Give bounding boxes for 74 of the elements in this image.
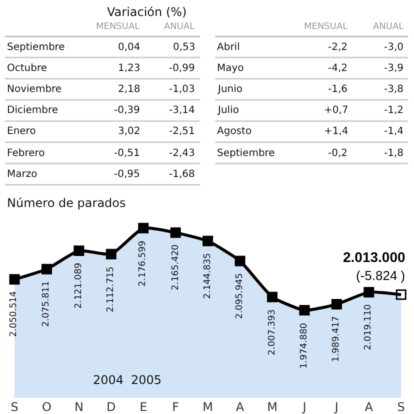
data-label: 2.050.514 bbox=[9, 290, 20, 337]
text: -3,8 bbox=[384, 84, 404, 95]
category-label: Julio bbox=[218, 105, 239, 116]
category-label: Mayo bbox=[217, 63, 244, 74]
x-tick-label: D bbox=[106, 400, 116, 414]
category-label: MENSUAL bbox=[304, 22, 348, 32]
x-tick-label: N bbox=[74, 400, 84, 414]
text: -2,2 bbox=[328, 42, 348, 53]
category-label: Septiembre bbox=[217, 148, 275, 159]
category-label: Septiembre bbox=[7, 42, 65, 53]
x-tick-label: M bbox=[267, 400, 278, 414]
category-label: Diciembre bbox=[7, 105, 58, 116]
text: -0,99 bbox=[169, 63, 195, 74]
text: -2,43 bbox=[169, 148, 195, 159]
text: -2,51 bbox=[169, 126, 195, 137]
text: -1,68 bbox=[169, 169, 195, 180]
x-tick-label: E bbox=[140, 400, 148, 414]
category-label: Enero bbox=[7, 126, 36, 137]
data-label: 2.095.945 bbox=[235, 273, 246, 319]
annotation: (-5.824 ) bbox=[356, 268, 406, 283]
x-tick-label: F bbox=[172, 400, 180, 414]
text: -0,95 bbox=[114, 169, 140, 180]
text: -1,8 bbox=[384, 148, 404, 159]
data-label: 2.144.835 bbox=[202, 253, 213, 299]
category-label: Octubre bbox=[7, 63, 48, 74]
text: -1,2 bbox=[384, 105, 404, 116]
text: -0,51 bbox=[114, 148, 140, 159]
category-label: MENSUAL bbox=[96, 22, 140, 32]
data-label: 1.989.417 bbox=[331, 316, 342, 362]
text: +0,7 bbox=[324, 105, 348, 116]
chart-title: Número de parados bbox=[7, 196, 126, 210]
text: 0,53 bbox=[173, 42, 196, 53]
category-label: Abril bbox=[217, 42, 240, 53]
text: 2,18 bbox=[118, 84, 140, 95]
text: 3,02 bbox=[118, 126, 140, 137]
text: 1,23 bbox=[118, 63, 140, 74]
category-label: Febrero bbox=[7, 148, 45, 159]
text: +1,4 bbox=[324, 126, 348, 137]
x-tick-label: A bbox=[236, 400, 245, 414]
text: Variación (%) bbox=[107, 5, 187, 19]
annotation: 2004 bbox=[93, 373, 124, 387]
data-label: 2.007.393 bbox=[267, 309, 278, 356]
x-tick-label: O bbox=[42, 400, 52, 414]
category-label: Noviembre bbox=[7, 84, 62, 95]
text: -0,2 bbox=[328, 148, 348, 159]
x-tick-label: J bbox=[302, 400, 306, 414]
text: 0,04 bbox=[118, 42, 140, 53]
category-label: Agosto bbox=[217, 126, 252, 137]
x-tick-label: M bbox=[202, 400, 213, 414]
data-label: 2.176.599 bbox=[138, 240, 148, 286]
data-label: 2.121.089 bbox=[74, 262, 84, 309]
x-tick-label: J bbox=[334, 400, 338, 414]
x-tick-label: A bbox=[364, 400, 374, 414]
data-label: 2.019.110 bbox=[364, 304, 374, 350]
text: -1,03 bbox=[169, 84, 195, 95]
data-label: 1.974.880 bbox=[299, 322, 310, 369]
data-label: 2.165.420 bbox=[170, 244, 181, 290]
data-label: 2.075.811 bbox=[42, 281, 52, 327]
x-tick-label: S bbox=[10, 400, 18, 414]
category-label: Marzo bbox=[7, 169, 38, 180]
x-tick-label: S bbox=[397, 400, 405, 414]
category-label: ANUAL bbox=[164, 22, 195, 32]
category-label: ANUAL bbox=[373, 22, 404, 32]
text: -3,0 bbox=[384, 42, 404, 53]
text: -1,4 bbox=[384, 126, 404, 137]
text: -1,6 bbox=[328, 84, 348, 95]
data-label: 2.112.715 bbox=[106, 266, 116, 312]
text: -3,9 bbox=[384, 63, 404, 74]
data-label: 2.013.000 bbox=[343, 249, 406, 265]
annotation: 2005 bbox=[131, 373, 162, 387]
text: -0,39 bbox=[114, 105, 140, 116]
category-label: Junio bbox=[218, 84, 243, 95]
text: -4,2 bbox=[328, 63, 348, 74]
text: -3,14 bbox=[169, 105, 195, 116]
